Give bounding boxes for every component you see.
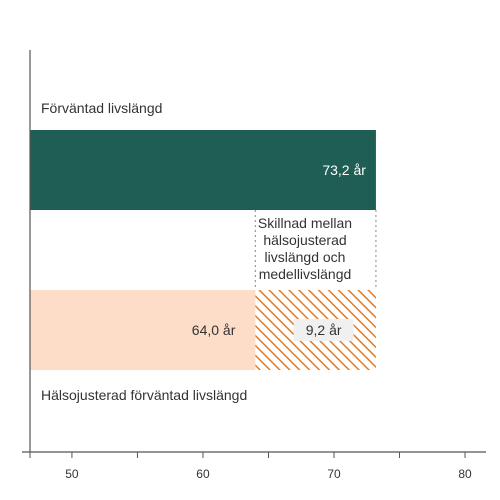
value-label-healthy-life-expectancy: 64,0 år <box>192 322 236 338</box>
bar-life-expectancy <box>30 130 376 210</box>
bar-healthy-life-expectancy <box>30 290 256 370</box>
x-tick-label-80: 80 <box>458 467 472 481</box>
x-tick-label-70: 70 <box>327 467 341 481</box>
x-tick-label-50: 50 <box>65 467 79 481</box>
difference-annotation-line-4: medellivslängd <box>258 266 352 282</box>
x-tick-label-60: 60 <box>196 467 210 481</box>
difference-annotation-line-2: hälsojusterad <box>263 232 347 248</box>
value-label-difference: 9,2 år <box>306 322 342 338</box>
difference-annotation: Skillnad mellan hälsojusterad livslängd … <box>242 215 368 283</box>
difference-annotation-line-1: Skillnad mellan <box>257 215 353 231</box>
difference-value-box <box>293 319 354 341</box>
category-label-healthy-life-expectancy: Hälsojusterad förväntad livslängd <box>41 387 248 403</box>
difference-annotation-line-3: livslängd och <box>264 249 346 265</box>
category-label-life-expectancy: Förväntad livslängd <box>41 100 163 116</box>
value-label-life-expectancy: 73,2 år <box>322 162 366 178</box>
